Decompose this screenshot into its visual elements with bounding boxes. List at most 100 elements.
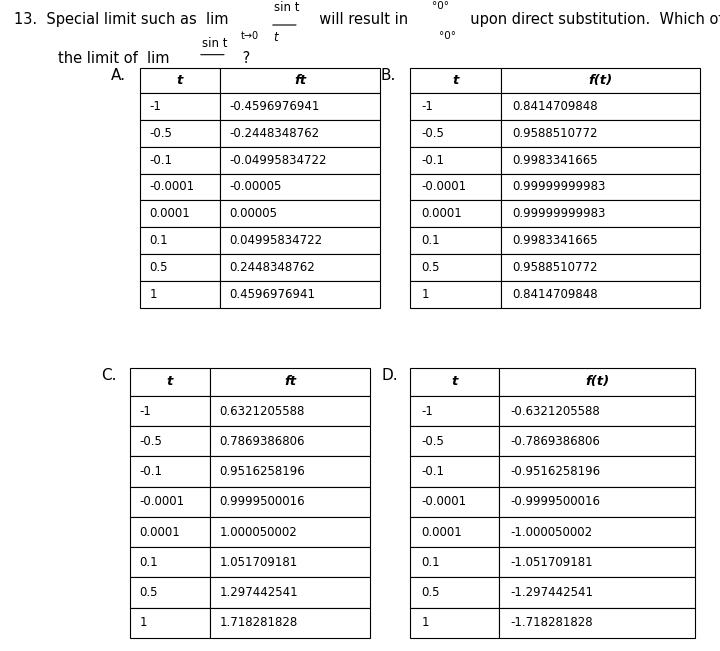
Text: 1: 1 xyxy=(422,288,429,301)
Bar xyxy=(410,456,500,487)
Text: ?: ? xyxy=(238,51,250,66)
Text: t→0: t→0 xyxy=(155,68,173,78)
Text: 0.1: 0.1 xyxy=(422,234,440,247)
Text: upon direct substitution.  Which of the following illustrates: upon direct substitution. Which of the f… xyxy=(461,12,720,27)
Bar xyxy=(410,201,501,227)
Text: sin t: sin t xyxy=(202,38,227,51)
Bar xyxy=(210,608,370,638)
Text: -0.7869386806: -0.7869386806 xyxy=(510,435,600,448)
Bar xyxy=(220,146,380,174)
Bar xyxy=(410,547,500,577)
Bar xyxy=(500,517,695,547)
Text: -0.1: -0.1 xyxy=(150,154,173,167)
Bar xyxy=(500,577,695,608)
Text: -0.1: -0.1 xyxy=(422,154,445,167)
Text: 0.99999999983: 0.99999999983 xyxy=(513,208,606,220)
Text: will result in: will result in xyxy=(310,12,417,27)
Bar xyxy=(220,93,380,120)
Text: -0.5: -0.5 xyxy=(422,127,444,140)
Bar xyxy=(220,174,380,201)
Bar xyxy=(410,368,500,396)
Bar xyxy=(501,93,700,120)
Text: -1.718281828: -1.718281828 xyxy=(510,616,593,630)
Text: -0.1: -0.1 xyxy=(140,465,163,478)
Text: -0.0001: -0.0001 xyxy=(422,180,467,193)
Bar xyxy=(140,254,220,281)
Text: f(t): f(t) xyxy=(585,376,609,389)
Text: -0.4596976941: -0.4596976941 xyxy=(230,100,320,113)
Text: f(t): f(t) xyxy=(588,74,613,87)
Text: -0.04995834722: -0.04995834722 xyxy=(230,154,327,167)
Text: ft: ft xyxy=(284,376,296,389)
Bar xyxy=(500,396,695,426)
Bar xyxy=(410,146,501,174)
Bar xyxy=(130,396,210,426)
Text: 0.8414709848: 0.8414709848 xyxy=(513,288,598,301)
Text: D.: D. xyxy=(382,368,398,383)
Text: -0.00005: -0.00005 xyxy=(230,180,282,193)
Text: -1: -1 xyxy=(421,404,433,417)
Text: 0.5: 0.5 xyxy=(140,586,158,599)
Text: t: t xyxy=(451,376,458,389)
Text: 0.9999500016: 0.9999500016 xyxy=(220,495,305,508)
Bar xyxy=(140,146,220,174)
Text: 0.8414709848: 0.8414709848 xyxy=(513,100,598,113)
Text: ft: ft xyxy=(294,74,306,87)
Text: 0.1: 0.1 xyxy=(140,556,158,569)
Text: -1: -1 xyxy=(150,100,161,113)
Text: 1.051709181: 1.051709181 xyxy=(220,556,298,569)
Text: 1.718281828: 1.718281828 xyxy=(220,616,298,630)
Bar xyxy=(210,547,370,577)
Text: 0.5: 0.5 xyxy=(421,586,440,599)
Bar xyxy=(501,227,700,254)
Bar xyxy=(130,577,210,608)
Text: -0.0001: -0.0001 xyxy=(150,180,194,193)
Text: 1: 1 xyxy=(150,288,157,301)
Text: 1: 1 xyxy=(421,616,429,630)
Bar xyxy=(130,368,210,396)
Bar xyxy=(500,547,695,577)
Bar xyxy=(501,254,700,281)
Bar xyxy=(210,487,370,517)
Text: -1: -1 xyxy=(422,100,433,113)
Text: -0.0001: -0.0001 xyxy=(140,495,185,508)
Text: -1.297442541: -1.297442541 xyxy=(510,586,594,599)
Text: 0.1: 0.1 xyxy=(150,234,168,247)
Text: -1.000050002: -1.000050002 xyxy=(510,525,593,538)
Bar xyxy=(410,608,500,638)
Bar xyxy=(220,201,380,227)
Text: 0.9588510772: 0.9588510772 xyxy=(513,261,598,274)
Text: 0.4596976941: 0.4596976941 xyxy=(230,288,315,301)
Bar xyxy=(220,68,380,93)
Bar xyxy=(130,456,210,487)
Bar xyxy=(500,608,695,638)
Text: -1: -1 xyxy=(140,404,151,417)
Bar xyxy=(130,608,210,638)
Text: °0°: °0° xyxy=(432,1,449,11)
Text: 0.1: 0.1 xyxy=(421,556,440,569)
Text: 0.0001: 0.0001 xyxy=(421,525,462,538)
Bar xyxy=(210,456,370,487)
Bar xyxy=(501,120,700,146)
Bar xyxy=(410,68,501,93)
Text: sin t: sin t xyxy=(274,1,299,14)
Text: 0.0001: 0.0001 xyxy=(422,208,462,220)
Text: -0.2448348762: -0.2448348762 xyxy=(230,127,320,140)
Bar xyxy=(410,577,500,608)
Bar xyxy=(410,517,500,547)
Text: t: t xyxy=(209,68,213,81)
Bar xyxy=(501,174,700,201)
Text: 0.99999999983: 0.99999999983 xyxy=(513,180,606,193)
Text: 0.0001: 0.0001 xyxy=(140,525,180,538)
Bar xyxy=(501,201,700,227)
Text: the limit of  lim: the limit of lim xyxy=(58,51,169,66)
Text: -0.0001: -0.0001 xyxy=(421,495,467,508)
Text: °0°: °0° xyxy=(439,31,456,41)
Bar xyxy=(410,174,501,201)
Bar xyxy=(140,68,220,93)
Bar xyxy=(130,487,210,517)
Text: B.: B. xyxy=(381,68,397,83)
Bar xyxy=(410,396,500,426)
Bar xyxy=(140,174,220,201)
Bar xyxy=(220,227,380,254)
